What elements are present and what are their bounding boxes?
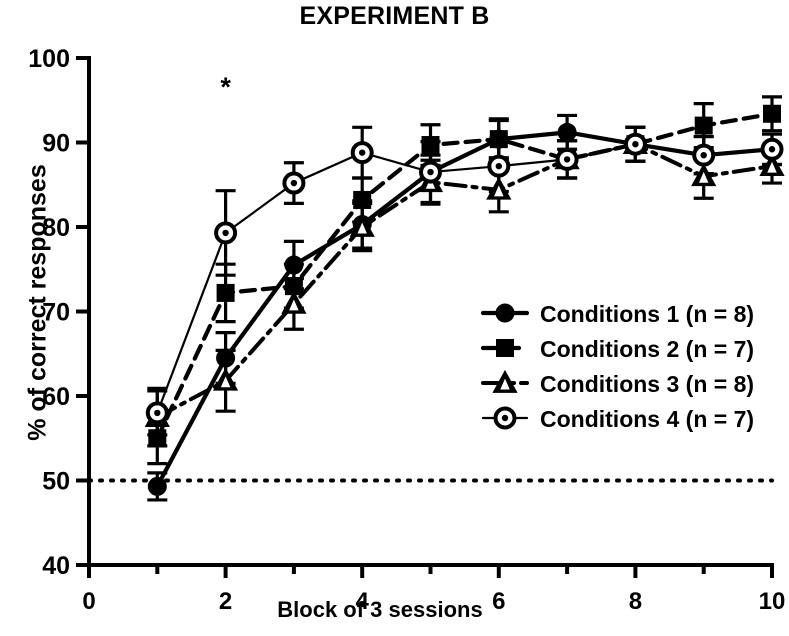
annotations-group: * [220,72,231,102]
series-line-3 [155,142,774,420]
marker-filled-square [353,190,372,209]
marker-filled-square [148,429,167,448]
legend-label: Conditions 1 (n = 8) [540,301,754,327]
legend-label: Conditions 4 (n = 7) [540,406,754,432]
x-tick-label: 2 [219,588,232,615]
marker-triangle-inner [500,378,510,390]
marker-filled-circle [216,348,236,368]
marker-triangle-inner [494,185,504,197]
legend-label: Conditions 2 (n = 7) [540,336,754,362]
legend-item-3[interactable]: Conditions 3 (n = 8) [481,369,754,397]
marker-filled-square [421,136,440,155]
marker-filled-square [496,339,514,357]
marker-filled-square [489,130,508,149]
marker-circle-dot-center [563,156,571,163]
marker-circle-dot-center [290,179,298,187]
series-markers-4 [145,132,784,425]
y-tick-label: 60 [42,383,70,411]
marker-triangle-inner [698,171,709,183]
marker-filled-circle [495,303,515,323]
data-series-group [144,95,785,502]
marker-circle-dot-center [222,229,229,237]
axes: 40 50 60 70 80 90 100 0 2 4 6 8 10 [28,45,785,615]
marker-circle-dot-center [501,414,509,422]
marker-circle-dot-center [495,162,502,170]
marker-triangle-inner [357,222,367,234]
marker-circle-dot-center [359,149,366,156]
marker-triangle-inner [767,161,777,173]
marker-circle-dot-center [427,168,434,176]
y-tick-label: 100 [28,45,70,73]
series-line-4 [156,143,774,414]
marker-triangle-inner [289,299,299,311]
x-axis-label: Block of 3 sessions [277,597,483,622]
y-tick-label: 70 [42,299,70,327]
x-tick-label: 0 [82,588,95,615]
series-line-2 [155,111,775,441]
marker-filled-square [763,104,781,123]
x-tick-label: 4 [356,588,370,615]
x-tick-label: 8 [629,588,642,615]
marker-circle-dot-center [700,151,707,159]
marker-filled-circle [284,255,304,275]
series-points-3 [147,125,782,448]
x-tick-label: 10 [759,588,786,615]
marker-filled-circle [147,476,167,496]
y-tick-label: 50 [42,468,70,496]
legend-label: Conditions 3 (n = 8) [540,371,754,397]
marker-circle-dot-center [632,140,639,148]
marker-circle-dot-center [154,409,161,417]
y-tick-label: 40 [42,552,70,580]
significance-asterisk: * [220,72,231,102]
legend-item-4[interactable]: Conditions 4 (n = 7) [481,406,754,432]
marker-circle-dot-center [768,146,776,153]
marker-filled-square [216,283,235,302]
y-tick-label: 90 [42,130,70,158]
legend-item-1[interactable]: Conditions 1 (n = 8) [480,301,754,327]
chart-title: EXPERIMENT B [299,2,490,30]
legend-item-2[interactable]: Conditions 2 (n = 7) [480,336,754,362]
y-tick-label: 80 [42,214,70,242]
marker-filled-square [694,116,713,135]
marker-triangle-inner [220,376,231,388]
marker-filled-circle [557,122,577,142]
x-tick-label: 6 [492,588,505,615]
legend[interactable]: Conditions 1 (n = 8) Conditions 2 (n = 7)… [480,301,754,432]
